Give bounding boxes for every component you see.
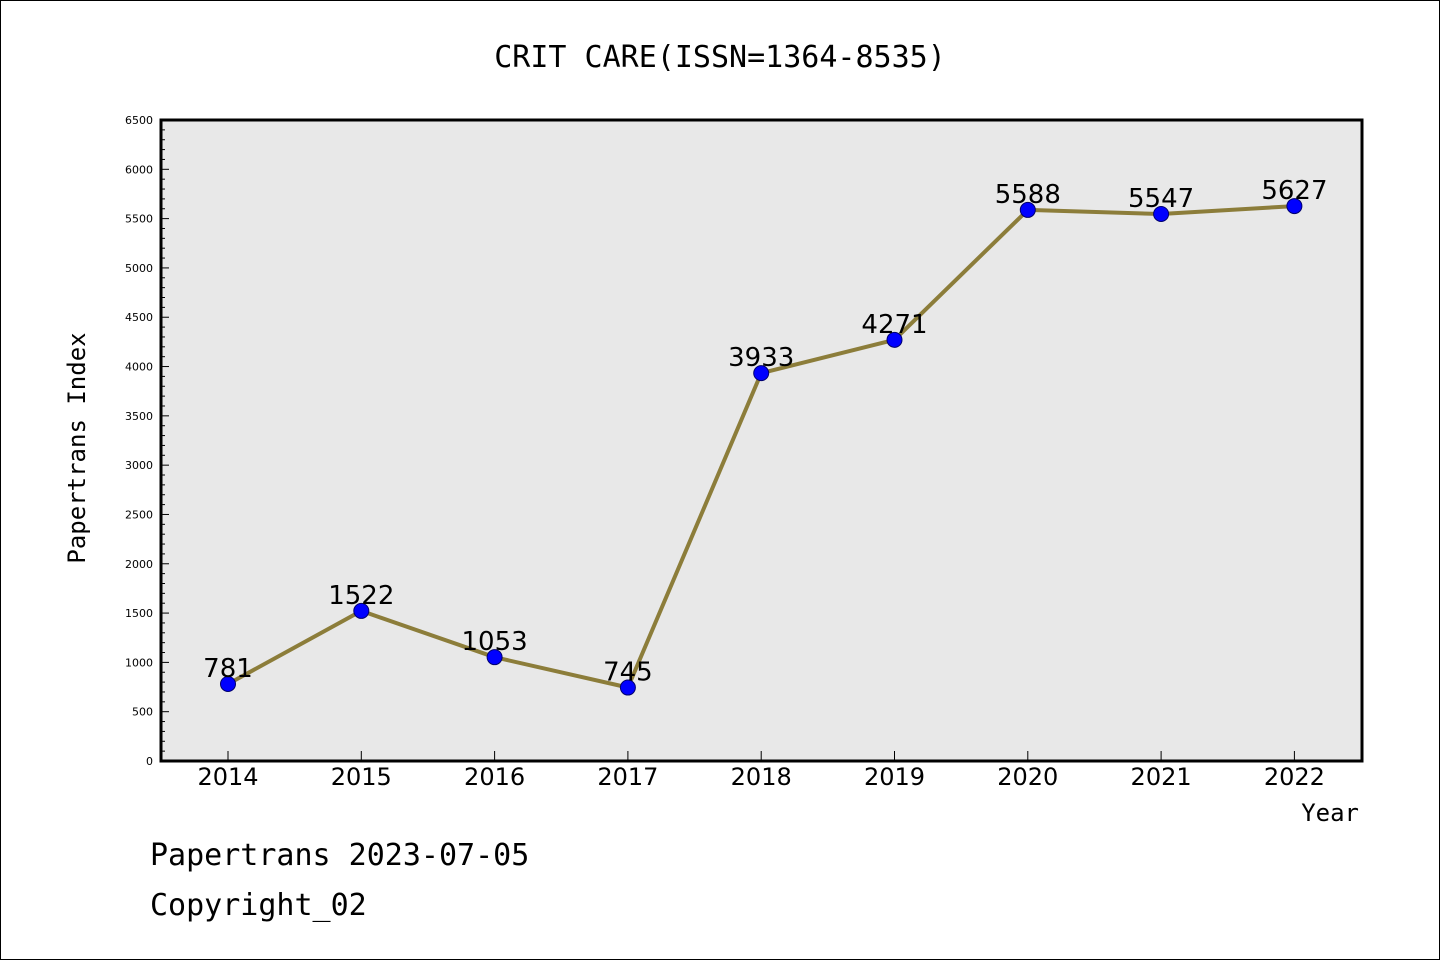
data-point [619, 679, 636, 696]
data-label: 3933 [728, 343, 794, 373]
y-tick-label: 2500 [125, 508, 153, 521]
y-axis-label: Papertrans Index [63, 332, 91, 563]
y-axis: 0 500 1000 1500 2000 2500 3000 3500 4000 4500 5000… [125, 114, 169, 768]
data-points [220, 198, 1303, 696]
data-point [753, 365, 770, 382]
data-label: 745 [603, 658, 653, 688]
y-tick-label: 4000 [125, 361, 153, 374]
x-axis: 2014 2015 2016 2017 2018 2019 2020 2021 2022 [197, 751, 1325, 791]
data-label: 5627 [1261, 176, 1327, 206]
footer-date: Papertrans 2023-07-05 [150, 838, 529, 873]
x-tick-label: 2015 [331, 763, 392, 791]
data-label: 5588 [995, 180, 1061, 210]
data-labels: 781 1522 1053 745 3933 4271 5588 5547 5627 [203, 176, 1327, 687]
data-point [1019, 201, 1036, 218]
y-tick-label: 3500 [125, 410, 153, 423]
y-tick-label: 6000 [125, 163, 153, 176]
data-point [353, 602, 370, 619]
y-tick-label: 5000 [125, 262, 153, 275]
chart-title: CRIT CARE(ISSN=1364-8535) [494, 40, 946, 75]
data-label: 4271 [861, 310, 927, 340]
y-tick-label: 1000 [125, 656, 153, 669]
data-label: 781 [203, 654, 253, 684]
x-tick-label: 2020 [997, 763, 1058, 791]
x-tick-label: 2014 [197, 763, 258, 791]
x-tick-label: 2021 [1131, 763, 1192, 791]
x-axis-label: Year [1301, 799, 1359, 827]
data-point [220, 675, 236, 692]
data-label: 5547 [1128, 184, 1194, 214]
x-tick-label: 2018 [731, 763, 792, 791]
y-tick-label: 0 [146, 755, 153, 768]
y-tick-label: 500 [132, 706, 153, 719]
y-tick-label: 1500 [125, 607, 153, 620]
data-point [886, 331, 903, 348]
footer-copyright: Copyright_02 [150, 888, 367, 923]
x-tick-label: 2019 [864, 763, 925, 791]
x-tick-label: 2017 [597, 763, 658, 791]
data-label: 1053 [462, 627, 528, 657]
x-tick-label: 2016 [464, 763, 525, 791]
data-point [1286, 198, 1303, 215]
plot-area [159, 118, 1364, 763]
data-point [1153, 205, 1170, 222]
y-tick-label: 6500 [125, 114, 153, 127]
x-tick-label: 2022 [1264, 763, 1325, 791]
data-label: 1522 [328, 581, 394, 611]
y-tick-label: 4500 [125, 311, 153, 324]
y-tick-label: 2000 [125, 558, 153, 571]
y-tick-label: 3000 [125, 459, 153, 472]
data-point [486, 649, 503, 666]
y-tick-label: 5500 [125, 213, 153, 226]
